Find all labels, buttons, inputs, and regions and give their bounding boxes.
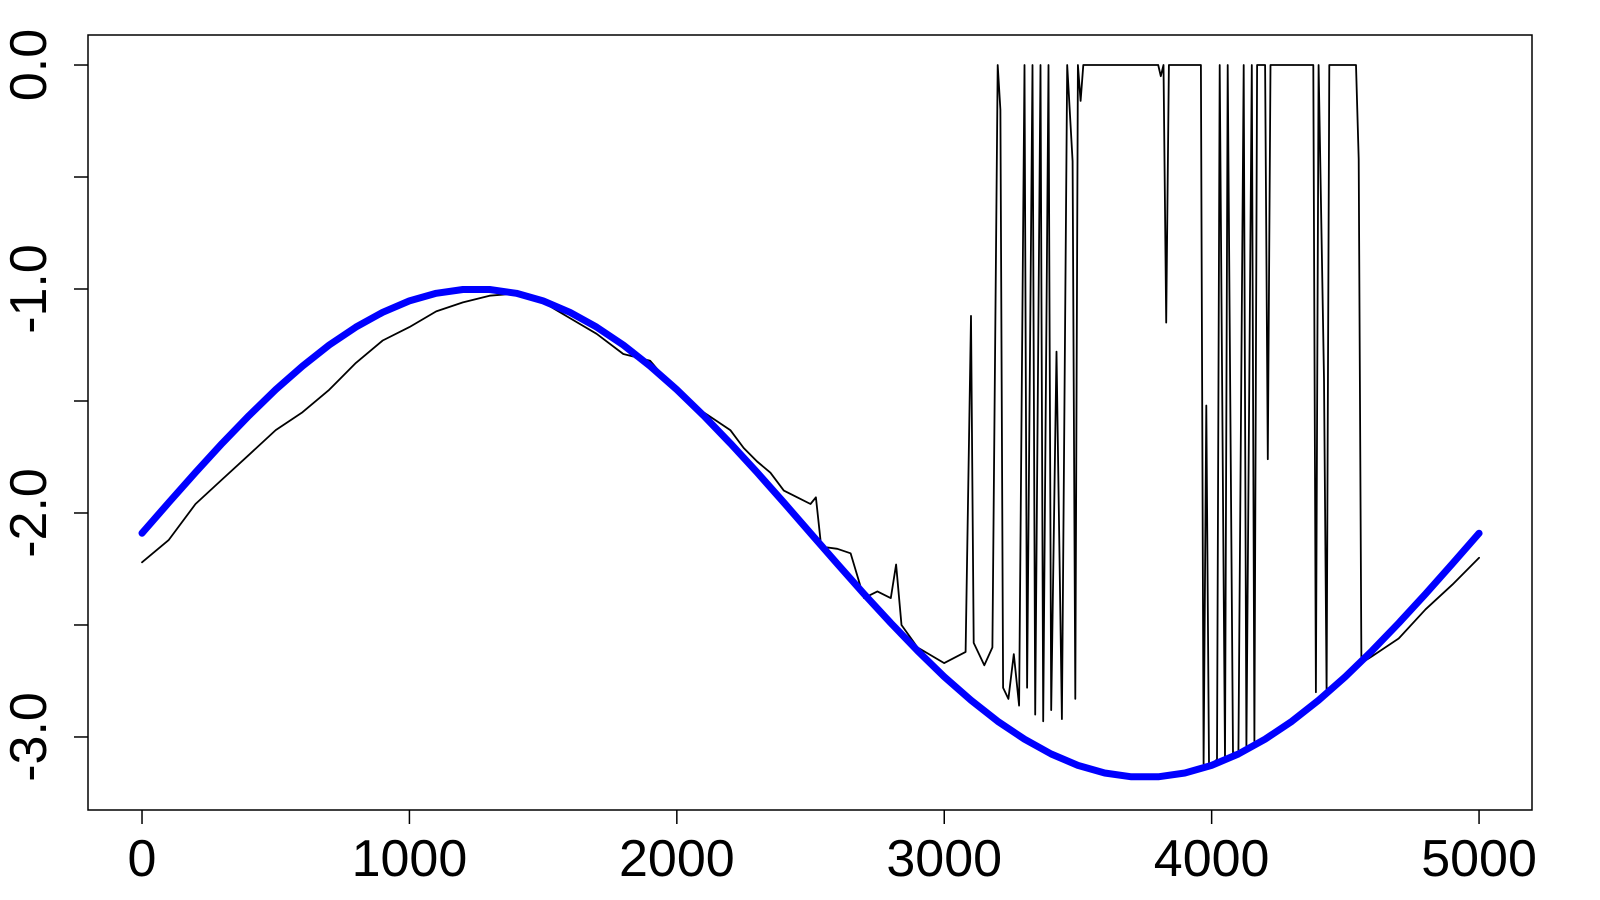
y-tick-label: -2.0 <box>0 468 58 558</box>
x-tick-label: 2000 <box>619 830 735 888</box>
series-line <box>138 286 1483 781</box>
x-tick-label: 0 <box>128 830 157 888</box>
x-tick-label: 5000 <box>1421 830 1537 888</box>
x-tick-label: 1000 <box>352 830 468 888</box>
y-tick-label: 0.0 <box>0 29 58 101</box>
x-tick-label: 3000 <box>886 830 1002 888</box>
x-tick-label: 4000 <box>1154 830 1270 888</box>
y-tick-label: -3.0 <box>0 692 58 782</box>
plot-frame <box>87 34 1533 811</box>
series-line <box>141 64 1480 765</box>
y-tick-label: -1.0 <box>0 244 58 334</box>
